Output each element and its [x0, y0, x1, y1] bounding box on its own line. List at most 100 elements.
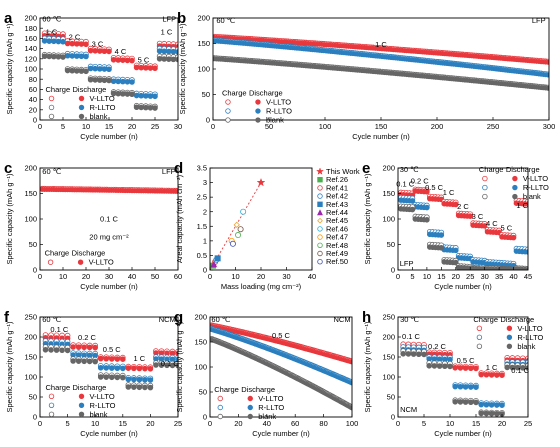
- point-discharge: [124, 57, 131, 64]
- x-tick-label: 30: [480, 272, 488, 281]
- y-tick-label: 50: [387, 240, 395, 249]
- point-discharge: [81, 344, 87, 351]
- point-discharge: [452, 201, 459, 208]
- legend-marker: [315, 167, 325, 175]
- y-tick-label: 50: [202, 90, 210, 99]
- y-tick-label: 180: [24, 24, 37, 33]
- legend-marker-discharge: [78, 393, 85, 399]
- point-discharge: [115, 57, 121, 63]
- legend-marker-discharge: [506, 334, 513, 340]
- series-blank: [42, 344, 178, 391]
- x-tick-label: 20: [452, 272, 460, 281]
- annotation: 4 C: [115, 47, 127, 56]
- point-discharge: [110, 78, 117, 85]
- annotation: 5 C: [500, 224, 512, 233]
- x-axis-label: Cycle number (n): [434, 429, 492, 438]
- legend-marker-charge: [48, 95, 55, 102]
- x-axis-label: Cycle number (n): [434, 282, 492, 291]
- x-tick-label: 15: [437, 272, 445, 281]
- point-discharge: [120, 57, 126, 64]
- point-discharge: [106, 66, 112, 73]
- annotation: 4 C: [486, 219, 498, 228]
- point-discharge: [467, 399, 474, 406]
- x-tick-label: 25: [524, 419, 532, 428]
- point-discharge: [97, 66, 103, 72]
- point-Ref.45: [233, 221, 240, 228]
- annotation: NCM: [400, 405, 417, 414]
- x-tick-label: 100: [346, 419, 359, 428]
- y-tick-label: 150: [24, 189, 37, 198]
- y-axis-label: Specific capacity (mAh g⁻¹): [363, 321, 372, 413]
- y-tick-label: 140: [24, 44, 37, 53]
- x-tick-label: 10: [91, 419, 99, 428]
- point-discharge: [70, 344, 76, 350]
- y-tick-label: 100: [24, 65, 37, 74]
- panel-a: a0 5 10 15 20 25 30020406080100120140160180200…: [4, 10, 182, 141]
- legend-marker-discharge: [512, 175, 518, 182]
- point-discharge: [147, 65, 154, 71]
- y-tick-label: 0: [206, 116, 210, 125]
- y-tick-label: 0: [203, 266, 207, 275]
- point-discharge: [92, 77, 98, 83]
- point-discharge: [106, 77, 112, 84]
- point-discharge: [81, 358, 87, 365]
- annotation: 0.1 C: [50, 325, 69, 334]
- y-tick-label: 200: [24, 14, 37, 23]
- point-discharge: [175, 356, 178, 363]
- x-tick-label: 20: [146, 419, 154, 428]
- x-tick-label: 15: [105, 122, 113, 131]
- point-discharge: [92, 65, 98, 72]
- x-tick-label: 35: [495, 272, 503, 281]
- y-tick-label: 100: [197, 65, 210, 74]
- point-discharge: [424, 216, 430, 223]
- x-tick-label: 5: [61, 122, 65, 131]
- point-discharge: [101, 77, 108, 84]
- y-tick-label: 200: [24, 164, 37, 173]
- annotation: LFP: [400, 259, 414, 268]
- point-discharge: [41, 53, 48, 60]
- y-tick-label: 0: [203, 413, 207, 422]
- legend-marker-discharge: [78, 113, 85, 120]
- point-discharge: [87, 47, 94, 54]
- y-tick-label: 1: [203, 236, 207, 245]
- annotation: 20 mg cm⁻²: [89, 232, 129, 241]
- point-discharge: [78, 53, 85, 60]
- annotation: 3 C: [92, 40, 104, 49]
- point-discharge: [110, 57, 117, 63]
- y-tick-label: 0: [33, 413, 37, 422]
- point-discharge: [70, 358, 76, 364]
- panel-label: a: [4, 10, 13, 27]
- annotation: 30 ℃: [400, 315, 419, 324]
- point-discharge: [64, 347, 71, 354]
- point-discharge: [48, 347, 54, 353]
- y-tick-label: 200: [24, 333, 37, 342]
- legend-marker-discharge: [78, 95, 85, 102]
- legend-header-charge: Charge: [222, 89, 247, 98]
- y-tick-label: 50: [199, 388, 207, 397]
- point-discharge: [131, 384, 137, 390]
- point-discharge: [175, 362, 178, 369]
- point-discharge: [156, 48, 163, 54]
- point-discharge: [175, 350, 178, 357]
- y-tick-label: 80: [29, 75, 37, 84]
- y-axis-label: Specific capacity (mAh g⁻¹): [175, 321, 184, 413]
- y-tick-label: 1.5: [197, 222, 207, 231]
- point-discharge: [545, 85, 549, 91]
- point-discharge: [447, 363, 453, 370]
- point-discharge: [462, 384, 469, 390]
- point-discharge: [457, 383, 464, 390]
- point-discharge: [114, 374, 121, 381]
- point-discharge: [41, 38, 48, 44]
- y-tick-label: 160: [24, 34, 37, 43]
- point-discharge: [431, 363, 438, 369]
- legend-header-charge: Charge: [46, 383, 71, 392]
- point-discharge: [133, 64, 140, 71]
- legend-marker: [317, 193, 323, 199]
- series-V-LLTO: [40, 185, 178, 194]
- legend-entry: V-LLTO: [517, 324, 542, 333]
- point-discharge: [92, 358, 98, 365]
- x-tick-label: 0: [38, 419, 42, 428]
- series-R-LLTO: [210, 326, 352, 386]
- point-discharge: [92, 48, 98, 54]
